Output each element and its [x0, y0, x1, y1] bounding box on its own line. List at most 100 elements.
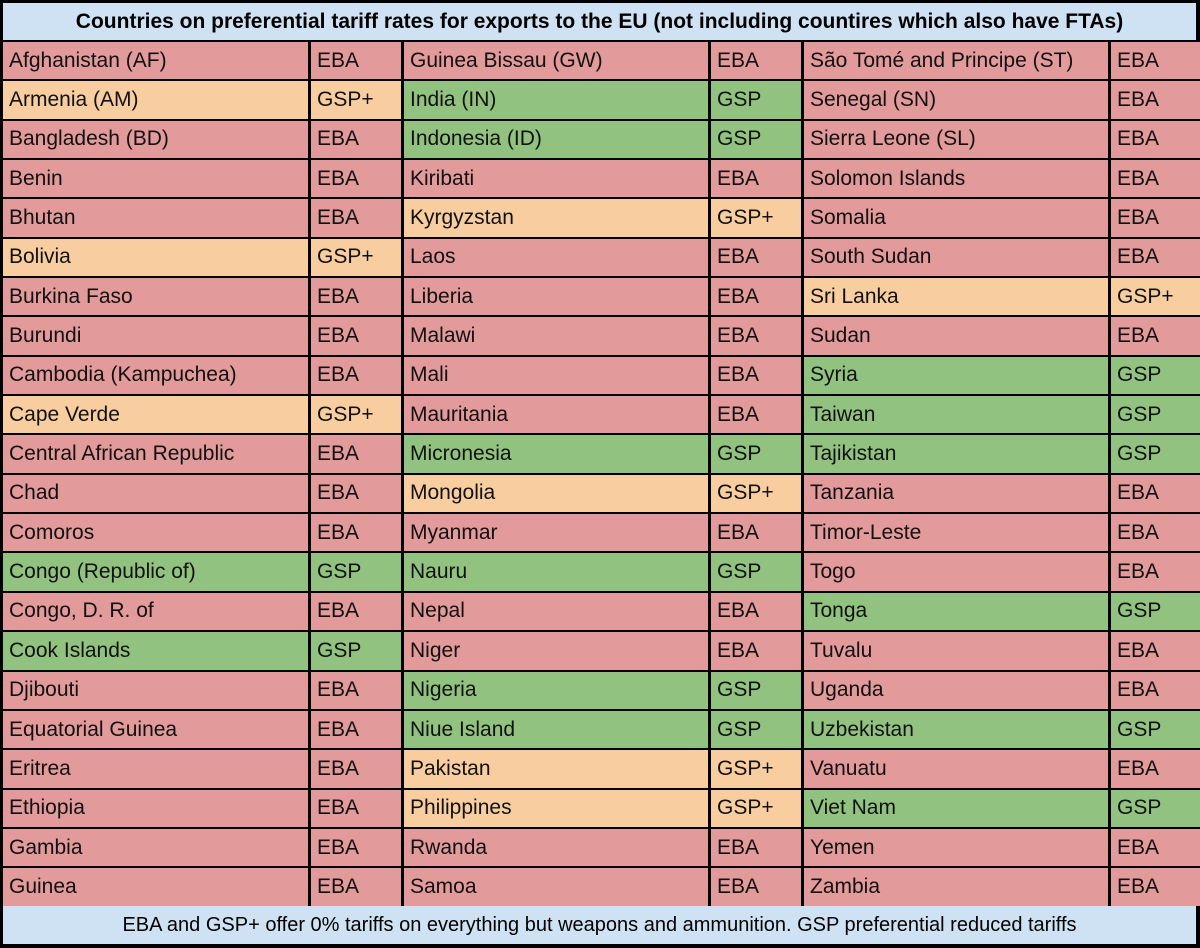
- country-cell: Malawi: [404, 317, 708, 355]
- country-cell: Sri Lanka: [804, 278, 1108, 316]
- country-cell: Burkina Faso: [3, 278, 308, 316]
- country-cell: Mauritania: [404, 396, 708, 434]
- tariff-status-cell: GSP: [1111, 396, 1200, 434]
- tariff-status-cell: EBA: [711, 514, 801, 552]
- country-cell: Guinea Bissau (GW): [404, 42, 708, 80]
- tariff-status-cell: EBA: [311, 868, 401, 906]
- tariff-status-cell: GSP: [1111, 592, 1200, 631]
- tariff-status-cell: EBA: [711, 632, 801, 670]
- tariff-status-cell: EBA: [711, 238, 801, 277]
- tariff-status-cell: GSP: [1111, 710, 1200, 749]
- country-cell: Tonga: [804, 592, 1108, 631]
- tariff-status-cell: EBA: [1111, 632, 1200, 670]
- country-cell: Philippines: [404, 789, 708, 827]
- country-cell: Comoros: [3, 514, 308, 552]
- country-cell: Gambia: [3, 828, 308, 867]
- country-cell: Congo (Republic of): [3, 553, 308, 591]
- country-cell: Djibouti: [3, 671, 308, 709]
- tariff-status-cell: GSP: [1111, 789, 1200, 827]
- tariff-status-cell: EBA: [311, 317, 401, 355]
- country-cell: Viet Nam: [804, 789, 1108, 827]
- tariff-status-cell: EBA: [311, 710, 401, 749]
- country-cell: Niue Island: [404, 710, 708, 749]
- tariff-status-cell: EBA: [311, 789, 401, 827]
- country-cell: Tuvalu: [804, 632, 1108, 670]
- tariff-status-cell: EBA: [1111, 514, 1200, 552]
- tariff-status-cell: EBA: [1111, 120, 1200, 159]
- country-cell: Pakistan: [404, 750, 708, 788]
- tariff-status-cell: EBA: [1111, 42, 1200, 80]
- tariff-status-cell: EBA: [311, 514, 401, 552]
- country-cell: Chad: [3, 474, 308, 513]
- tariff-status-cell: GSP: [711, 81, 801, 119]
- tariff-status-cell: EBA: [311, 160, 401, 198]
- country-cell: Tanzania: [804, 474, 1108, 513]
- tariff-status-cell: EBA: [1111, 828, 1200, 867]
- tariff-status-cell: EBA: [711, 356, 801, 395]
- tariff-status-cell: GSP: [311, 632, 401, 670]
- tariff-status-cell: GSP+: [711, 750, 801, 788]
- country-cell: Congo, D. R. of: [3, 592, 308, 631]
- country-cell: Nigeria: [404, 671, 708, 709]
- country-cell: Central African Republic: [3, 435, 308, 473]
- country-cell: Sierra Leone (SL): [804, 120, 1108, 159]
- tariff-status-cell: EBA: [311, 356, 401, 395]
- country-cell: Bhutan: [3, 199, 308, 237]
- tariff-status-cell: EBA: [311, 474, 401, 513]
- country-cell: Sudan: [804, 317, 1108, 355]
- tariff-status-cell: GSP: [1111, 356, 1200, 395]
- tariff-status-cell: EBA: [1111, 474, 1200, 513]
- tariff-status-cell: GSP+: [711, 474, 801, 513]
- tariff-status-cell: EBA: [1111, 317, 1200, 355]
- tariff-status-cell: EBA: [1111, 553, 1200, 591]
- tariff-status-cell: EBA: [311, 750, 401, 788]
- country-cell: Timor-Leste: [804, 514, 1108, 552]
- tariff-status-cell: EBA: [1111, 868, 1200, 906]
- tariff-status-cell: GSP+: [1111, 278, 1200, 316]
- country-cell: Myanmar: [404, 514, 708, 552]
- tariff-status-cell: EBA: [711, 42, 801, 80]
- tariff-status-cell: GSP+: [711, 789, 801, 827]
- table-title: Countries on preferential tariff rates f…: [3, 3, 1196, 40]
- country-cell: Senegal (SN): [804, 81, 1108, 119]
- tariff-status-cell: EBA: [711, 592, 801, 631]
- tariff-status-cell: EBA: [711, 828, 801, 867]
- country-cell: Samoa: [404, 868, 708, 906]
- tariff-status-cell: EBA: [711, 317, 801, 355]
- country-cell: Eritrea: [3, 750, 308, 788]
- country-cell: Somalia: [804, 199, 1108, 237]
- tariff-status-cell: EBA: [1111, 199, 1200, 237]
- tariff-status-cell: EBA: [311, 120, 401, 159]
- country-cell: Afghanistan (AF): [3, 42, 308, 80]
- tariff-status-cell: GSP: [711, 120, 801, 159]
- country-cell: Indonesia (ID): [404, 120, 708, 159]
- country-cell: Liberia: [404, 278, 708, 316]
- tariff-status-cell: GSP: [711, 553, 801, 591]
- country-cell: Nauru: [404, 553, 708, 591]
- tariff-status-cell: EBA: [1111, 160, 1200, 198]
- country-cell: Armenia (AM): [3, 81, 308, 119]
- country-cell: Zambia: [804, 868, 1108, 906]
- country-cell: Equatorial Guinea: [3, 710, 308, 749]
- tariff-status-cell: EBA: [711, 160, 801, 198]
- country-cell: Togo: [804, 553, 1108, 591]
- country-cell: Tajikistan: [804, 435, 1108, 473]
- tariff-status-cell: GSP: [711, 710, 801, 749]
- country-cell: Uganda: [804, 671, 1108, 709]
- tariff-status-cell: EBA: [1111, 750, 1200, 788]
- country-cell: Cook Islands: [3, 632, 308, 670]
- tariff-status-cell: EBA: [311, 592, 401, 631]
- tariff-status-cell: GSP: [311, 553, 401, 591]
- tariff-status-cell: EBA: [711, 278, 801, 316]
- tariff-status-cell: GSP+: [311, 396, 401, 434]
- country-cell: Bolivia: [3, 238, 308, 277]
- table-footer: EBA and GSP+ offer 0% tariffs on everyth…: [3, 906, 1196, 944]
- tariff-status-cell: EBA: [311, 435, 401, 473]
- tariff-status-cell: EBA: [1111, 238, 1200, 277]
- tariff-status-cell: EBA: [1111, 81, 1200, 119]
- tariff-status-cell: GSP: [711, 435, 801, 473]
- tariff-status-cell: GSP: [1111, 435, 1200, 473]
- country-cell: Niger: [404, 632, 708, 670]
- country-cell: Mongolia: [404, 474, 708, 513]
